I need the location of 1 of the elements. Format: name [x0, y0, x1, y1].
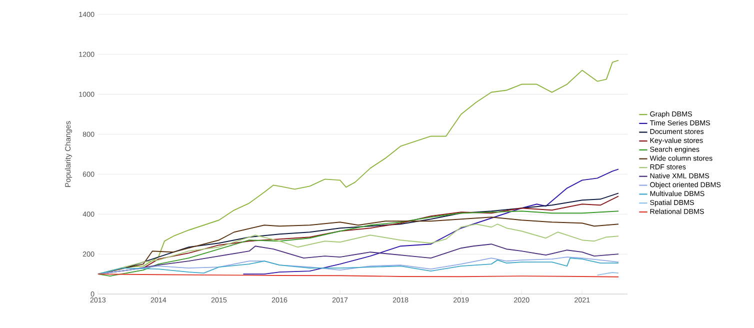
line-series	[242, 168, 619, 275]
